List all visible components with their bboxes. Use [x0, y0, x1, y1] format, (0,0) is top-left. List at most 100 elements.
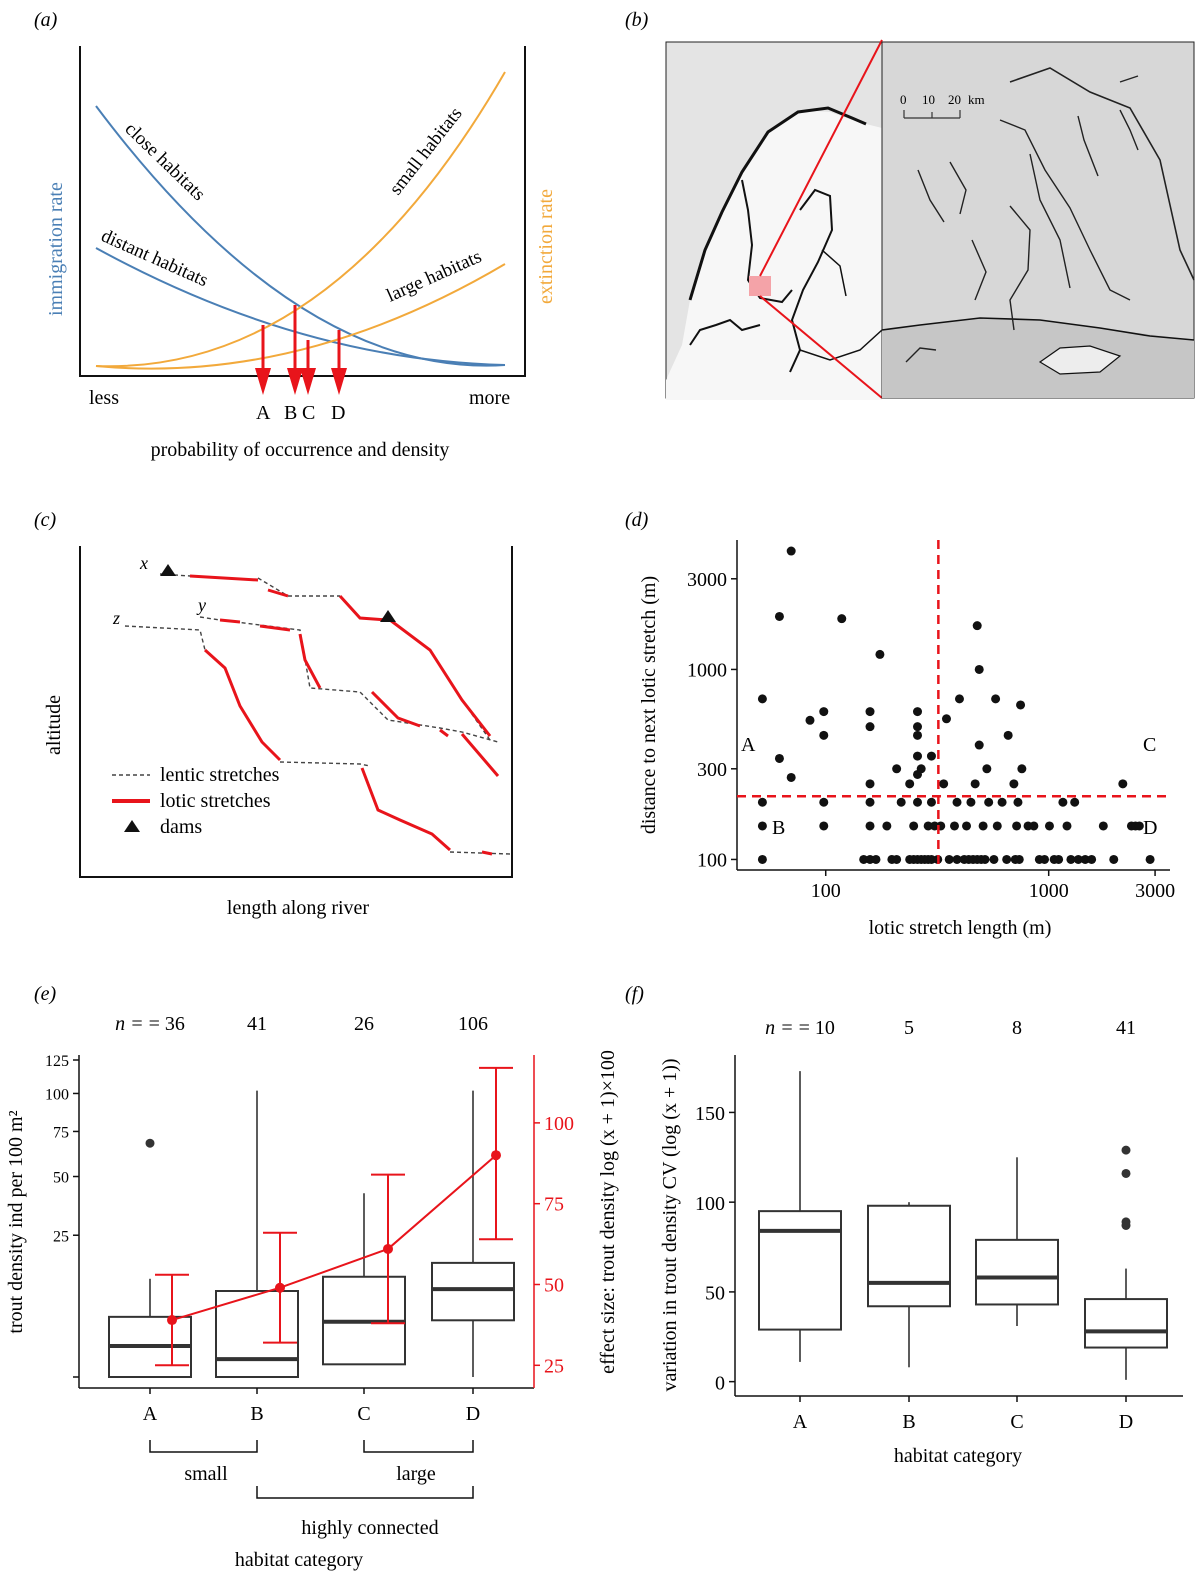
data-point [1029, 821, 1039, 831]
data-point [954, 694, 964, 704]
data-point [939, 779, 949, 789]
panel-a-tag: (a) [34, 9, 58, 31]
sample-size-label: n = = 10 [765, 1017, 835, 1039]
effect-size-point [383, 1243, 393, 1254]
data-point [941, 714, 951, 724]
panel-c-legend: lentic stretches lotic stretches dams [112, 764, 280, 838]
dam-icon [160, 564, 176, 576]
data-point [913, 730, 923, 740]
data-point [786, 772, 796, 782]
data-point [1040, 854, 1050, 864]
sample-size-label: n = = 36 [115, 1013, 185, 1035]
legend-lotic-label: lotic stretches [160, 790, 271, 812]
y-tick-label: 0 [715, 1372, 725, 1394]
panel-d-ylabel: distance to next lotic stretch (m) [638, 576, 660, 834]
data-point [989, 854, 999, 864]
data-point [926, 854, 936, 864]
data-point [819, 730, 829, 740]
data-point [978, 821, 988, 831]
panel-d-xlabel: lotic stretch length (m) [869, 917, 1052, 939]
box [975, 1238, 1059, 1306]
sample-size-label: 5 [904, 1017, 914, 1039]
data-point [819, 707, 829, 717]
data-point [1087, 854, 1097, 864]
data-point [1062, 821, 1072, 831]
category-label: A [793, 1411, 808, 1433]
effect-size-point [167, 1315, 177, 1326]
data-point [923, 821, 933, 831]
x-tick-label: 1000 [1029, 880, 1069, 902]
large-habitats-curve [95, 263, 506, 370]
effect-size-line [171, 1154, 497, 1322]
outlier-point [1121, 1168, 1131, 1178]
legend-lentic-label: lentic stretches [160, 764, 280, 786]
river-y-label: y [196, 595, 206, 615]
category-label: D [466, 1403, 480, 1425]
sample-size-label: 106 [458, 1013, 488, 1035]
data-point [865, 722, 875, 732]
panel-e-xlabel: habitat category [235, 1549, 363, 1571]
panel-a-xlabel: probability of occurrence and density [151, 439, 450, 461]
data-point [1098, 821, 1108, 831]
data-point [1058, 797, 1068, 807]
group-bracket-large: large [363, 1440, 474, 1485]
distant-habitats-curve [95, 247, 506, 366]
data-point [757, 821, 767, 831]
arrow-a-label: A [256, 402, 271, 424]
river-x-label: x [139, 553, 148, 573]
data-point [926, 751, 936, 761]
group-small-label: small [184, 1463, 228, 1485]
group-large-label: large [396, 1463, 436, 1485]
data-point [1073, 854, 1083, 864]
category-label: D [1119, 1411, 1133, 1433]
panel-c: (c) altitude length along river x y z le… [34, 509, 513, 919]
panel-e-right-ylabel: effect size: trout density log (x + 1)×1… [597, 1050, 619, 1374]
category-label: C [1010, 1411, 1023, 1433]
data-point [865, 707, 875, 717]
box [431, 1261, 515, 1322]
data-point [865, 779, 875, 789]
y-tick-label: 75 [53, 1125, 69, 1142]
data-point [913, 722, 923, 732]
y-tick-label: 150 [695, 1103, 725, 1125]
data-point [913, 797, 923, 807]
category-label: B [250, 1403, 263, 1425]
panel-d: (d) distance to next lotic stretch (m) l… [625, 509, 1175, 939]
scale-bar: 0 10 20 km [900, 92, 985, 119]
sample-size-label: 41 [247, 1013, 267, 1035]
data-point [1066, 854, 1076, 864]
data-point [913, 707, 923, 717]
y2-tick-label: 75 [544, 1194, 564, 1216]
data-point [757, 694, 767, 704]
panel-b: (b) [625, 9, 1195, 400]
data-point [905, 779, 915, 789]
data-point [909, 821, 919, 831]
data-point [882, 821, 892, 831]
data-point [892, 854, 902, 864]
data-point [774, 753, 784, 763]
data-point [992, 821, 1002, 831]
data-point [1080, 854, 1090, 864]
panel-e-ylabel: trout density ind per 100 m² [5, 1110, 27, 1333]
y2-tick-label: 100 [544, 1113, 574, 1135]
sample-size-label: 8 [1012, 1017, 1022, 1039]
data-point [970, 779, 980, 789]
data-point [972, 621, 982, 631]
legend-dam-icon [124, 820, 140, 832]
y-tick-label: 300 [697, 759, 727, 781]
extinction-rate-label: extinction rate [535, 189, 557, 304]
y-tick-label: 25 [53, 1228, 69, 1245]
y2-tick-label: 25 [544, 1355, 564, 1377]
box [1084, 1298, 1168, 1349]
panel-f-xlabel: habitat category [894, 1445, 1022, 1467]
data-point [865, 821, 875, 831]
x-tick-label: 100 [811, 880, 841, 902]
data-point [913, 751, 923, 761]
data-point [974, 664, 984, 674]
data-point [859, 854, 869, 864]
data-point [980, 854, 990, 864]
box [867, 1204, 951, 1308]
data-point [982, 764, 992, 774]
data-point [952, 797, 962, 807]
outlier-point [1121, 1145, 1131, 1155]
